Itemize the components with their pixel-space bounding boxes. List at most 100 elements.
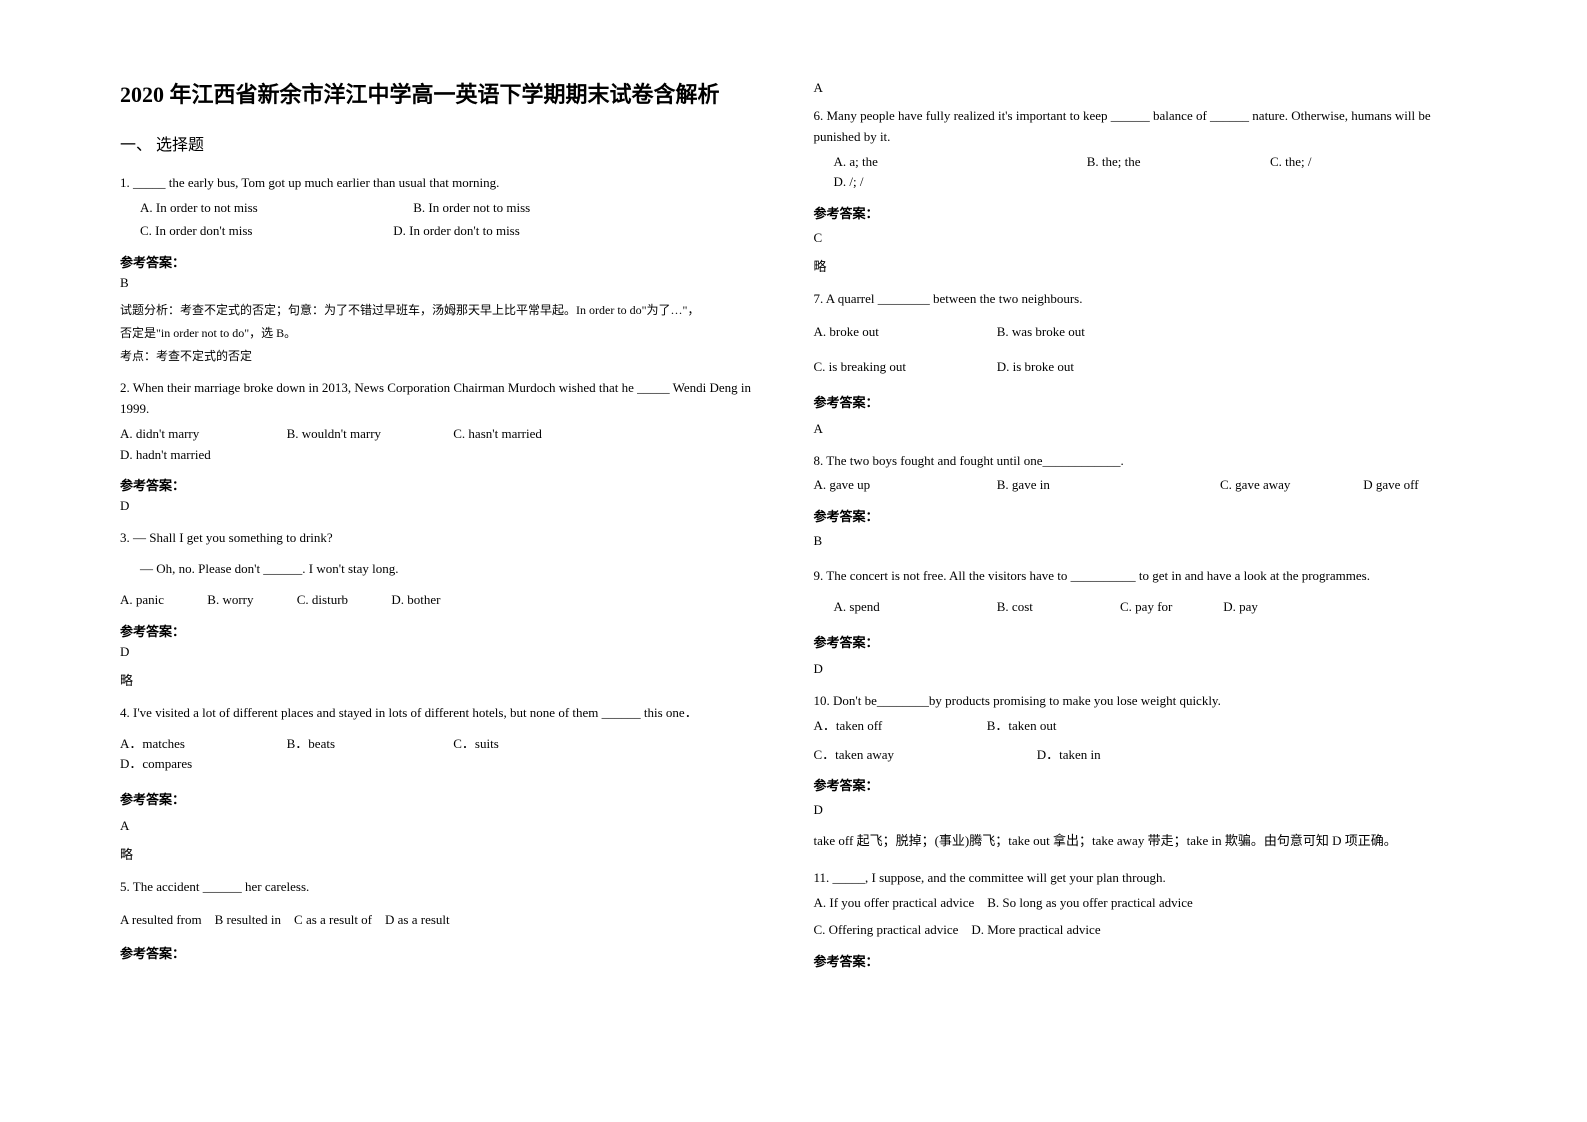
option-d: D gave off — [1363, 475, 1418, 496]
option-c: C．taken away — [814, 745, 1034, 766]
option-d: D as a result — [385, 912, 450, 927]
option-c: C. is breaking out — [814, 357, 994, 378]
question-9: 9. The concert is not free. All the visi… — [814, 563, 1468, 677]
option-d: D. is broke out — [997, 357, 1074, 378]
question-text: 1. _____ the early bus, Tom got up much … — [120, 173, 774, 194]
question-text: 10. Don't be________by products promisin… — [814, 691, 1468, 712]
option-a: A．matches — [120, 734, 283, 755]
section-header: 一、 选择题 — [120, 131, 774, 155]
answer-label: 参考答案： — [120, 252, 774, 271]
answer-label: 参考答案： — [814, 951, 1468, 970]
answer: B — [814, 533, 1468, 549]
question-2: 2. When their marriage broke down in 201… — [120, 378, 774, 514]
option-b: B resulted in — [215, 912, 281, 927]
option-c: C. disturb — [297, 590, 348, 611]
option-d: D．compares — [120, 754, 283, 775]
answer-label: 参考答案： — [814, 632, 1468, 651]
question-text: 11. _____, I suppose, and the committee … — [814, 868, 1468, 889]
option-c: C as a result of — [294, 912, 372, 927]
annotation: 否定是"in order not to do"，选 B。 — [120, 324, 774, 341]
option-a: A. panic — [120, 590, 164, 611]
answer: D — [814, 661, 1468, 677]
answer: B — [120, 275, 774, 291]
annotation: take off 起飞；脱掉；(事业)腾飞；take out 拿出；take a… — [814, 828, 1468, 854]
annotation: 试题分析：考查不定式的否定；句意：为了不错过早班车，汤姆那天早上比平常早起。In… — [120, 301, 774, 318]
option-a: A. If you offer practical advice — [814, 895, 975, 910]
question-text: 5. The accident ______ her careless. — [120, 877, 774, 898]
option-d: D. pay — [1223, 597, 1258, 618]
answer-label: 参考答案： — [814, 506, 1468, 525]
question-text: — Oh, no. Please don't ______. I won't s… — [120, 559, 774, 580]
answer-label: 参考答案： — [120, 621, 774, 640]
question-4: 4. I've visited a lot of different place… — [120, 703, 774, 863]
option-a: A. spend — [834, 597, 994, 618]
option-c: C．suits — [453, 734, 616, 755]
question-7: 7. A quarrel ________ between the two ne… — [814, 289, 1468, 436]
option-b: B. worry — [207, 590, 253, 611]
question-3: 3. — Shall I get you something to drink?… — [120, 528, 774, 688]
options: A. In order to not miss B. In order not … — [120, 198, 774, 243]
option-a: A. didn't marry — [120, 424, 283, 445]
options: A. broke out B. was broke out C. is brea… — [814, 322, 1468, 378]
left-column: 2020 年江西省新余市洋江中学高一英语下学期期末试卷含解析 一、 选择题 1.… — [100, 80, 794, 1082]
option-a: A resulted from — [120, 912, 202, 927]
answer-label: 参考答案： — [120, 943, 774, 962]
options: A．taken off B．taken out C．taken away D．t… — [814, 716, 1468, 766]
question-5: 5. The accident ______ her careless. A r… — [120, 877, 774, 962]
question-text: 7. A quarrel ________ between the two ne… — [814, 289, 1468, 310]
answer-label: 参考答案： — [120, 475, 774, 494]
question-text: 9. The concert is not free. All the visi… — [814, 563, 1468, 589]
option-b: B．beats — [287, 734, 450, 755]
question-text: 6. Many people have fully realized it's … — [814, 106, 1468, 148]
question-text: 4. I've visited a lot of different place… — [120, 703, 774, 724]
option-a: A. a; the — [834, 152, 1084, 173]
options: A resulted from B resulted in C as a res… — [120, 910, 774, 931]
option-b: B. In order not to miss — [413, 198, 530, 219]
option-c: C. Offering practical advice — [814, 922, 959, 937]
answer: D — [120, 498, 774, 514]
question-text: 3. — Shall I get you something to drink? — [120, 528, 774, 549]
options: A. If you offer practical advice B. So l… — [814, 893, 1468, 941]
option-b: B. the; the — [1087, 152, 1267, 173]
option-a: A．taken off — [814, 716, 984, 737]
answer-label: 参考答案： — [814, 203, 1468, 222]
option-d: D．taken in — [1037, 745, 1101, 766]
option-b: B. was broke out — [997, 322, 1085, 343]
option-b: B. wouldn't marry — [287, 424, 450, 445]
options: A．matches B．beats C．suits D．compares — [120, 734, 774, 776]
options: A. a; the B. the; the C. the; / D. /; / — [814, 152, 1468, 194]
option-d: D. hadn't married — [120, 445, 283, 466]
option-b: B. gave in — [997, 475, 1217, 496]
option-b: B. cost — [997, 597, 1117, 618]
answer-label: 参考答案： — [814, 775, 1468, 794]
options: A. spend B. cost C. pay for D. pay — [814, 597, 1468, 618]
option-c: C. hasn't married — [453, 424, 616, 445]
question-text: 8. The two boys fought and fought until … — [814, 451, 1468, 472]
option-c: C. the; / — [1270, 152, 1312, 173]
option-b: B．taken out — [987, 716, 1057, 737]
option-a: A. gave up — [814, 475, 994, 496]
answer: D — [814, 802, 1468, 818]
option-c: C. In order don't miss — [140, 221, 390, 242]
answer: D — [120, 644, 774, 660]
options: A. gave up B. gave in C. gave away D gav… — [814, 475, 1468, 496]
option-d: D. bother — [391, 590, 440, 611]
options: A. panic B. worry C. disturb D. bother — [120, 590, 774, 611]
question-6: 6. Many people have fully realized it's … — [814, 106, 1468, 275]
document-title: 2020 年江西省新余市洋江中学高一英语下学期期末试卷含解析 — [120, 80, 774, 111]
option-a: A. broke out — [814, 322, 994, 343]
question-8: 8. The two boys fought and fought until … — [814, 451, 1468, 550]
answer: A — [814, 421, 1468, 437]
question-11: 11. _____, I suppose, and the committee … — [814, 868, 1468, 969]
option-d: D. More practical advice — [971, 922, 1100, 937]
option-d: D. /; / — [834, 172, 1468, 193]
answer-q5: A — [814, 80, 1468, 96]
question-text: 2. When their marriage broke down in 201… — [120, 378, 774, 420]
answer-label: 参考答案： — [814, 392, 1468, 411]
option-b: B. So long as you offer practical advice — [987, 895, 1193, 910]
question-1: 1. _____ the early bus, Tom got up much … — [120, 173, 774, 364]
options: A. didn't marry B. wouldn't marry C. has… — [120, 424, 774, 466]
answer: A — [120, 818, 774, 834]
annotation-abbrev: 略 — [814, 256, 1468, 275]
answer-label: 参考答案： — [120, 789, 774, 808]
